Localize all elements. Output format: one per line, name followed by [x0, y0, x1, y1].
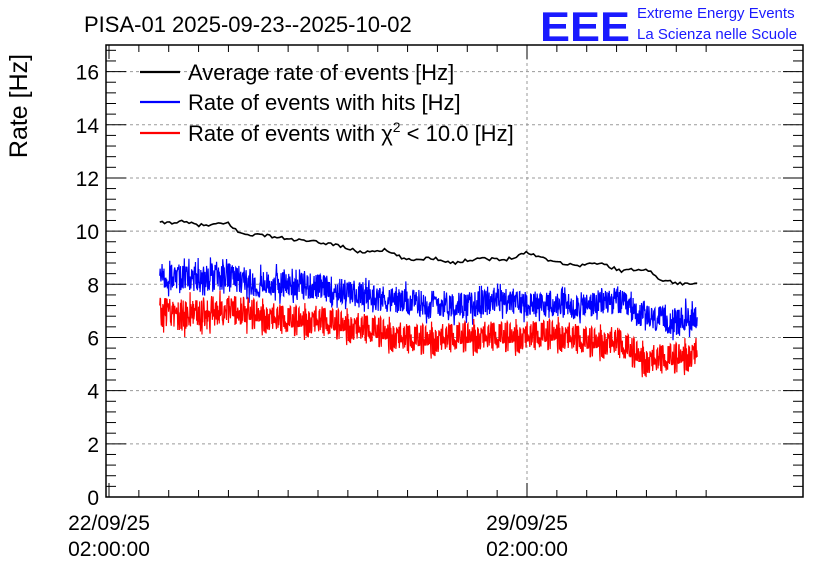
- x-tick-labels: 22/09/25 02:00:00 29/09/25 02:00:00: [68, 512, 568, 561]
- y-tick-label: 16: [76, 62, 99, 85]
- y-tick-label: 2: [87, 434, 99, 457]
- y-tick-label: 6: [87, 327, 99, 350]
- y-tick-label: 14: [76, 115, 100, 138]
- y-tick-label: 0: [87, 487, 99, 510]
- y-tick-label: 12: [76, 168, 99, 191]
- eee-logo-line2: La Scienza nelle Scuole: [637, 26, 797, 43]
- series-2-line: [159, 257, 698, 341]
- y-axis-label: Rate [Hz]: [5, 54, 33, 158]
- legend: Average rate of events [Hz] Rate of event…: [140, 60, 514, 146]
- y-tick-labels: 0 2 4 6 8 10 12 14 16: [76, 62, 100, 510]
- x-tick-label-time: 02:00:00: [68, 538, 150, 561]
- x-tick-label-date: 22/09/25: [68, 512, 150, 535]
- series-3-line: [159, 290, 698, 378]
- plot-frame: [105, 44, 804, 498]
- eee-logo: EEE Extreme Energy Events La Scienza nel…: [540, 3, 797, 50]
- eee-logo-mark: EEE: [540, 3, 630, 50]
- legend-label-2: Rate of events with hits [Hz]: [188, 90, 461, 115]
- axis-ticks: [106, 45, 803, 498]
- eee-logo-line1: Extreme Energy Events: [637, 5, 795, 22]
- series-1-line: [159, 219, 698, 286]
- y-tick-label: 4: [87, 381, 99, 404]
- chart-title: PISA-01 2025-09-23--2025-10-02: [84, 12, 412, 37]
- legend-label-1: Average rate of events [Hz]: [188, 60, 454, 85]
- y-tick-label: 10: [76, 221, 99, 244]
- x-tick-label-date: 29/09/25: [486, 512, 568, 535]
- series-layer: [159, 219, 698, 378]
- y-tick-label: 8: [87, 274, 99, 297]
- x-tick-label-time: 02:00:00: [486, 538, 568, 561]
- legend-label-3: Rate of events with χ2 < 10.0 [Hz]: [188, 119, 514, 146]
